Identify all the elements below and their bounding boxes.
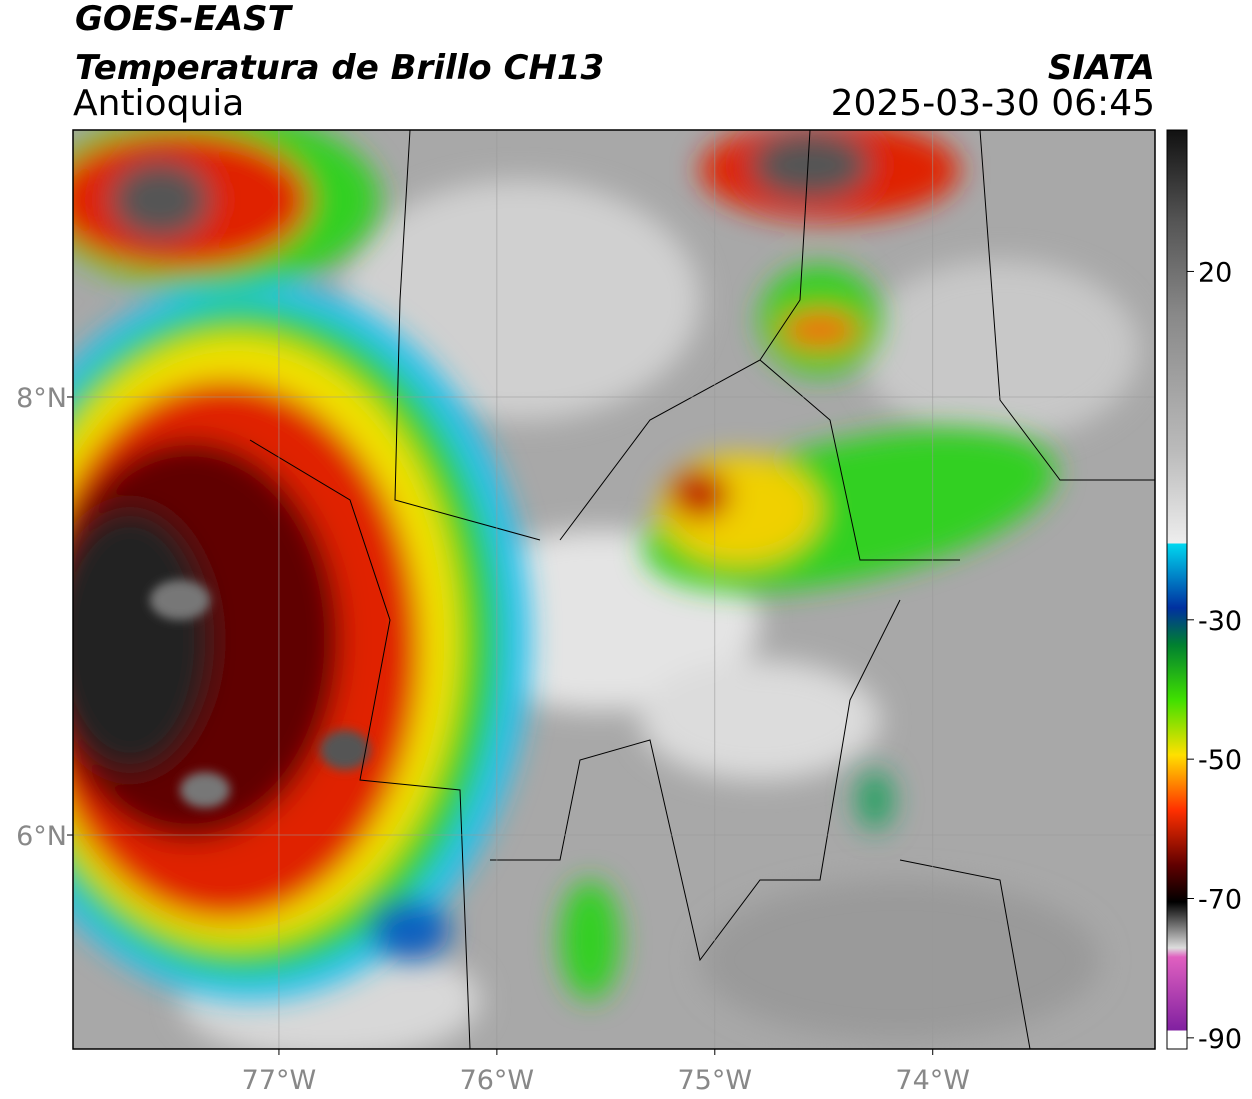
map-frame	[72, 129, 1156, 1050]
datetime: 2025-03-30 06:45	[831, 83, 1155, 124]
colorbar-tick-label: -70	[1198, 885, 1242, 916]
graticule	[73, 130, 1155, 1049]
lon-tick-label: 75°W	[678, 1065, 753, 1096]
colorbar	[1166, 129, 1188, 1050]
source: SIATA	[1048, 48, 1155, 88]
colorbar-tick-label: -90	[1198, 1024, 1242, 1055]
region: Antioquia	[73, 83, 244, 124]
title: GOES-EAST	[75, 0, 294, 39]
colorbar-tick-label: -30	[1198, 606, 1242, 637]
colorbar-tick-label: 20	[1198, 257, 1232, 288]
colorbar-tick-label: -50	[1198, 745, 1242, 776]
subtitle: Temperatura de Brillo CH13	[75, 48, 604, 88]
lat-tick-label: 6°N	[16, 821, 67, 852]
lon-tick-label: 76°W	[460, 1065, 535, 1096]
lon-tick-label: 74°W	[895, 1065, 970, 1096]
lon-tick-label: 77°W	[242, 1065, 317, 1096]
satellite-image	[73, 130, 1155, 1049]
lat-tick-label: 8°N	[16, 383, 67, 414]
